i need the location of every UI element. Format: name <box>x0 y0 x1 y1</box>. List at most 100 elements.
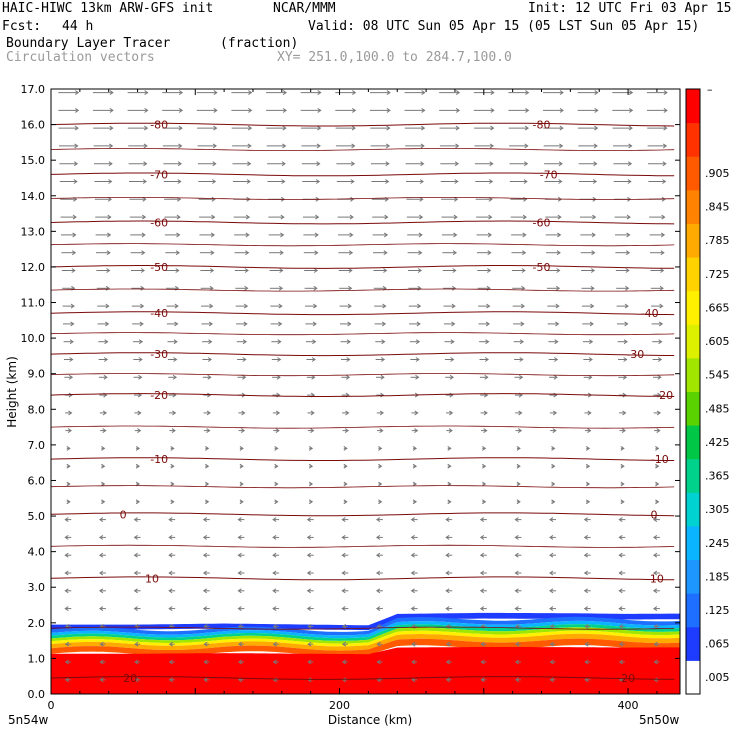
wind-vector-head <box>480 677 485 683</box>
wind-vector-head <box>306 552 311 558</box>
wind-vector-head <box>514 570 519 576</box>
wind-vector-head <box>419 196 424 202</box>
wind-vector-head <box>281 161 286 167</box>
wind-vector-head <box>208 321 214 327</box>
wind-vector-head <box>279 250 284 256</box>
wind-vector-head <box>202 588 208 594</box>
wind-vector-head <box>623 339 628 345</box>
wind-vector-head <box>375 606 381 612</box>
wind-vector-head <box>417 303 422 309</box>
wind-vector-head <box>559 107 564 113</box>
wind-vector-head <box>660 232 666 238</box>
wind-vector-head <box>587 410 592 416</box>
wind-vector-head <box>375 552 381 558</box>
wind-vector-head <box>310 410 315 416</box>
wind-vector-head <box>282 90 288 96</box>
wind-vector-head <box>590 285 595 291</box>
wind-vector-head <box>246 179 251 184</box>
wind-vector-head <box>143 143 148 149</box>
y-tick-label: 11.0 <box>21 297 46 310</box>
wind-vector-head <box>140 303 145 309</box>
wind-vector-head <box>242 357 247 362</box>
wind-vector-head <box>375 588 381 594</box>
wind-vector-head <box>142 179 148 184</box>
wind-vector-head <box>618 623 624 629</box>
wind-vector-head <box>453 214 458 220</box>
wind-vector-head <box>583 517 588 523</box>
wind-vector-head <box>212 143 218 149</box>
y-axis-label: Height (km) <box>5 356 19 427</box>
wind-vector-head <box>211 196 216 202</box>
isotherm-line <box>50 148 675 151</box>
wind-vector-head <box>520 321 525 327</box>
wind-vector-head <box>105 285 111 291</box>
wind-vector-head <box>454 161 460 167</box>
wind-vector-head <box>202 534 208 540</box>
tracer-band <box>51 630 680 647</box>
wind-vector-head <box>170 445 175 451</box>
wind-vector-head <box>109 125 114 131</box>
wind-vector-head <box>177 161 183 167</box>
wind-vector-head <box>280 214 285 220</box>
wind-vector-head <box>274 481 279 487</box>
wind-vector-head <box>133 517 138 523</box>
wind-vector-head <box>381 339 386 345</box>
wind-vector-head <box>105 321 110 327</box>
wind-vector-head <box>594 107 599 113</box>
wind-vector-head <box>139 321 144 327</box>
wind-vector-head <box>346 339 351 345</box>
colorbar-label: .185 <box>705 570 730 583</box>
wind-vector-head <box>237 641 243 647</box>
wind-vector-head <box>382 303 387 309</box>
wind-vector-head <box>551 445 556 451</box>
isotherm-line <box>50 373 675 377</box>
wind-vector-head <box>312 321 317 327</box>
wind-vector-head <box>104 339 109 345</box>
wind-vector-head <box>210 250 215 256</box>
wind-vector-head <box>553 374 558 380</box>
wind-vector-head <box>272 517 277 523</box>
wind-vector-head <box>585 463 591 469</box>
colorbar-swatch <box>686 290 700 325</box>
colorbar-swatch <box>686 492 700 527</box>
wind-vector-head <box>519 374 524 380</box>
wind-vector-head <box>138 339 144 345</box>
wind-vector-head <box>308 445 314 451</box>
wind-vector-head <box>209 303 214 309</box>
wind-vector-head <box>172 410 177 416</box>
field-name: Boundary Layer Tracer <box>6 36 171 51</box>
wind-vector-head <box>594 125 599 131</box>
wind-vector-head <box>410 588 415 594</box>
wind-vector-head <box>106 268 111 273</box>
x-start-location: 5n54w <box>8 713 49 727</box>
wind-vector-head <box>657 357 663 362</box>
wind-vector-head <box>138 374 143 380</box>
wind-vector-head <box>212 161 217 167</box>
wind-vector-head <box>445 517 450 523</box>
wind-vector-head <box>447 445 452 451</box>
wind-vector-head <box>412 481 418 487</box>
wind-vector-head <box>351 125 356 131</box>
wind-vector-head <box>660 268 665 273</box>
y-tick-label: 1.0 <box>28 652 46 665</box>
x-axis-label: Distance (km) <box>328 713 412 727</box>
wind-vector-head <box>64 606 69 612</box>
wind-vector-head <box>479 570 485 576</box>
wind-vector-head <box>626 214 631 220</box>
isotherm-label: -70 <box>150 168 168 181</box>
wind-vector-head <box>660 250 665 256</box>
isotherm-label: -10 <box>150 453 168 466</box>
wind-vector-head <box>419 214 424 220</box>
wind-vector-head <box>138 357 143 362</box>
wind-vector-head <box>410 606 415 612</box>
wind-vector-head <box>170 463 175 469</box>
wind-vector-head <box>482 499 487 505</box>
wind-vector-head <box>479 552 485 558</box>
wind-vector-head <box>64 570 69 576</box>
tracer-band <box>51 627 680 644</box>
wind-vector-head <box>202 570 208 576</box>
wind-vector-head <box>243 321 248 327</box>
wind-vector-head <box>206 410 211 416</box>
wind-vector-head <box>168 677 173 683</box>
wind-vector-head <box>479 517 485 523</box>
